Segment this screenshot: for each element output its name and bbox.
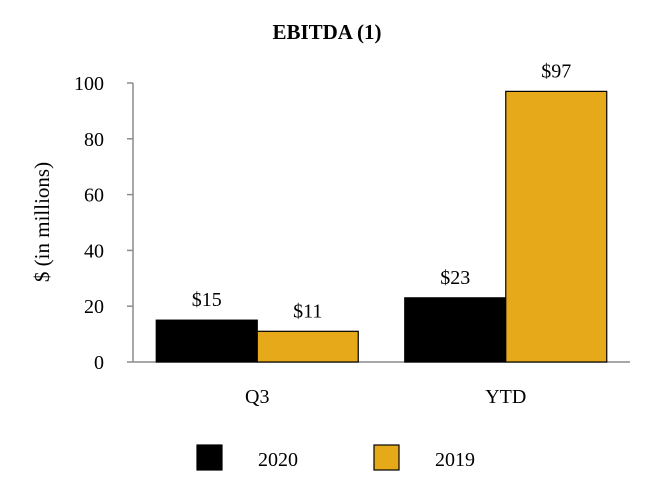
bar-2020-Q3 xyxy=(155,319,258,363)
y-tick-label: 100 xyxy=(74,73,104,95)
legend-swatch-2019 xyxy=(373,444,400,471)
data-label: $15 xyxy=(192,289,222,311)
x-category-label: YTD xyxy=(485,386,526,408)
legend-label: 2020 xyxy=(258,449,298,471)
bars-group: $15 $11 $23 $97 xyxy=(155,60,608,363)
y-tick-label: 80 xyxy=(84,129,104,151)
data-label: $11 xyxy=(293,300,322,322)
data-label: $97 xyxy=(541,60,571,82)
legend-swatch-2020 xyxy=(196,444,223,471)
x-category-label: Q3 xyxy=(245,386,269,408)
legend: 2020 2019 xyxy=(196,444,475,471)
y-axis-label: $ (in millions) xyxy=(30,162,54,282)
category-labels: Q3 YTD xyxy=(245,386,526,408)
bar-2020-YTD xyxy=(404,297,507,363)
y-tick-label: 0 xyxy=(94,352,104,374)
data-label: $23 xyxy=(440,267,470,289)
bar-2019-YTD xyxy=(505,90,608,363)
chart-title: EBITDA (1) xyxy=(272,20,381,44)
legend-label: 2019 xyxy=(435,449,475,471)
bar-2019-Q3 xyxy=(256,330,359,363)
y-tick-label: 20 xyxy=(84,296,104,318)
y-ticks: 0 20 40 60 80 100 xyxy=(74,73,133,374)
y-tick-label: 40 xyxy=(84,240,104,262)
y-tick-label: 60 xyxy=(84,185,104,207)
